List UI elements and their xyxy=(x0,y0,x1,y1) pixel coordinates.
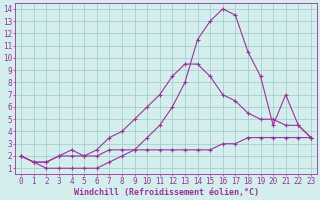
X-axis label: Windchill (Refroidissement éolien,°C): Windchill (Refroidissement éolien,°C) xyxy=(74,188,259,197)
